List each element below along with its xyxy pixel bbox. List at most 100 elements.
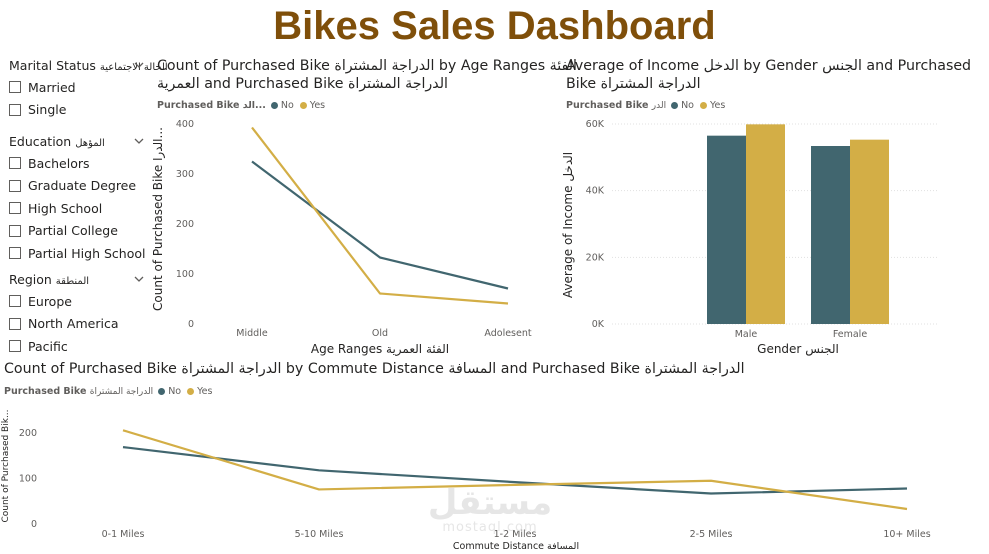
y-tick-label: 0 (188, 319, 194, 330)
y-tick-label: 300 (176, 169, 194, 180)
checkbox[interactable] (9, 202, 21, 215)
legend-label-no: No (280, 100, 294, 111)
legend-item-yes[interactable]: Yes (700, 100, 725, 111)
age-chart-xlabel: Age Ranges الفئة العمرية (311, 342, 449, 357)
education-slicer-header[interactable]: Education المؤهل (9, 134, 149, 152)
checkbox[interactable] (9, 81, 21, 94)
series-line-no[interactable] (251, 160, 509, 290)
slicer-option-partial-college[interactable]: Partial College (9, 220, 149, 243)
region-slicer-header[interactable]: Region المنطقة (9, 272, 149, 290)
chevron-down-icon[interactable] (133, 272, 145, 286)
slicer-option-high-school[interactable]: High School (9, 197, 149, 220)
x-tick-label: 2-5 Miles (690, 529, 733, 540)
data-point-no[interactable] (709, 491, 714, 496)
legend-label-no: No (168, 386, 182, 397)
y-tick-label: 20K (586, 252, 605, 263)
education-slicer-title-ar: المؤهل (75, 138, 105, 149)
slicer-option-partial-high-school[interactable]: Partial High School (9, 242, 149, 265)
data-point-no[interactable] (250, 159, 255, 164)
data-point-yes[interactable] (506, 301, 511, 306)
region-slicer-title-ar: المنطقة (55, 276, 90, 287)
legend-item-no[interactable]: No (671, 100, 694, 111)
data-point-yes[interactable] (317, 487, 322, 492)
slicer-option-married[interactable]: Married (9, 76, 149, 99)
legend-dot-yes (299, 102, 307, 109)
education-slicer: Education المؤهل Bachelors Graduate Degr… (9, 134, 149, 265)
age-chart-ylabel: Count of Purchased Bike الدرا... (152, 127, 166, 311)
chevron-down-icon[interactable] (133, 134, 145, 148)
data-point-yes[interactable] (121, 428, 126, 433)
legend-item-no[interactable]: No (158, 386, 181, 397)
checkbox[interactable] (9, 317, 21, 330)
x-tick-label: Female (833, 329, 868, 340)
data-point-no[interactable] (506, 286, 511, 291)
income-chart-title-line1: Average of Income الدخل by Gender الجنس … (566, 58, 972, 74)
data-point-yes[interactable] (709, 478, 714, 483)
region-slicer-title: Region (9, 272, 52, 287)
legend-label-yes: Yes (197, 386, 213, 397)
series-line-yes[interactable] (251, 126, 509, 305)
commute-chart-xlabel: Commute Distance المسافة (453, 541, 579, 552)
data-point-yes[interactable] (378, 291, 383, 296)
data-point-no[interactable] (317, 468, 322, 473)
series-line-no[interactable] (122, 446, 908, 495)
checkbox[interactable] (9, 247, 21, 260)
slicer-option-single[interactable]: Single (9, 99, 149, 122)
y-tick-label: 200 (19, 428, 37, 439)
checkbox[interactable] (9, 224, 21, 237)
income-chart-ylabel: Average of Income الدخل (562, 152, 575, 298)
slicer-option-graduate-degree[interactable]: Graduate Degree (9, 175, 149, 198)
legend-item-yes[interactable]: Yes (187, 386, 212, 397)
income-chart-legend: Purchased Bike الدر No Yes (566, 100, 731, 111)
data-point-yes[interactable] (250, 125, 255, 130)
data-point-no[interactable] (121, 445, 126, 450)
slicer-option-label: Bachelors (28, 155, 90, 171)
slicer-option-pacific[interactable]: Pacific (9, 335, 149, 358)
y-tick-label: 0 (31, 519, 37, 530)
slicer-option-bachelors[interactable]: Bachelors (9, 152, 149, 175)
slicer-option-label: Partial College (28, 223, 118, 239)
bar-female-no[interactable] (811, 146, 850, 324)
x-tick-label: Male (735, 329, 758, 340)
legend-item-yes[interactable]: Yes (299, 100, 326, 111)
legend-dot-yes (700, 102, 707, 109)
bar-female-yes[interactable] (850, 139, 889, 324)
income-chart-xlabel: Gender الجنس (757, 342, 839, 357)
age-line-chart[interactable]: 0 100 200 300 400 Middle Old Adolesent Count o… (152, 115, 562, 360)
checkbox[interactable] (9, 103, 21, 116)
legend-dot-no (671, 102, 679, 109)
checkbox[interactable] (9, 157, 21, 170)
income-chart-title: Average of Income الدخل by Gender الجنس … (566, 57, 986, 93)
age-chart-title: Count of Purchased Bike الدراجة المشتراة… (157, 57, 577, 93)
slicer-option-label: North America (28, 316, 119, 332)
bar-male-no[interactable] (707, 135, 746, 324)
series-line-yes[interactable] (122, 429, 908, 511)
data-point-yes[interactable] (905, 506, 910, 511)
dashboard-title: Bikes Sales Dashboard (273, 4, 716, 48)
marital-status-slicer: Marital Status الحالة الاجتماعية Married… (9, 58, 168, 122)
commute-chart-title: Count of Purchased Bike الدراجة المشتراة… (4, 361, 745, 377)
commute-line-chart[interactable]: 0 100 200 0-1 Miles 5-10 Miles 1-2 Miles 2-5 … (0, 400, 989, 554)
bar-male-yes[interactable] (746, 124, 785, 324)
checkbox[interactable] (9, 295, 21, 308)
slicer-option-label: Single (28, 102, 67, 118)
slicer-option-north-america[interactable]: North America (9, 313, 149, 336)
data-point-no[interactable] (905, 486, 910, 491)
data-point-yes[interactable] (513, 482, 518, 487)
checkbox[interactable] (9, 340, 21, 353)
data-point-no[interactable] (378, 255, 383, 260)
y-tick-label: 40K (586, 186, 605, 197)
x-tick-label: 10+ Miles (883, 529, 930, 540)
education-slicer-title: Education (9, 134, 72, 149)
marital-status-slicer-header[interactable]: Marital Status الحالة الاجتماعية (9, 58, 168, 76)
legend-label-yes: Yes (309, 100, 326, 111)
slicer-option-label: High School (28, 200, 103, 216)
legend-item-no[interactable]: No (270, 100, 294, 111)
marital-status-slicer-title: Marital Status (9, 58, 96, 73)
income-bar-chart[interactable]: 0K 20K 40K 60K Male Female Average of Income… (562, 115, 942, 360)
slicer-option-europe[interactable]: Europe (9, 290, 149, 313)
age-chart-title-line1: Count of Purchased Bike الدراجة المشتراة… (157, 58, 577, 74)
chevron-down-icon[interactable] (133, 58, 145, 72)
legend-title: Purchased Bike الدر (566, 100, 666, 111)
checkbox[interactable] (9, 179, 21, 192)
